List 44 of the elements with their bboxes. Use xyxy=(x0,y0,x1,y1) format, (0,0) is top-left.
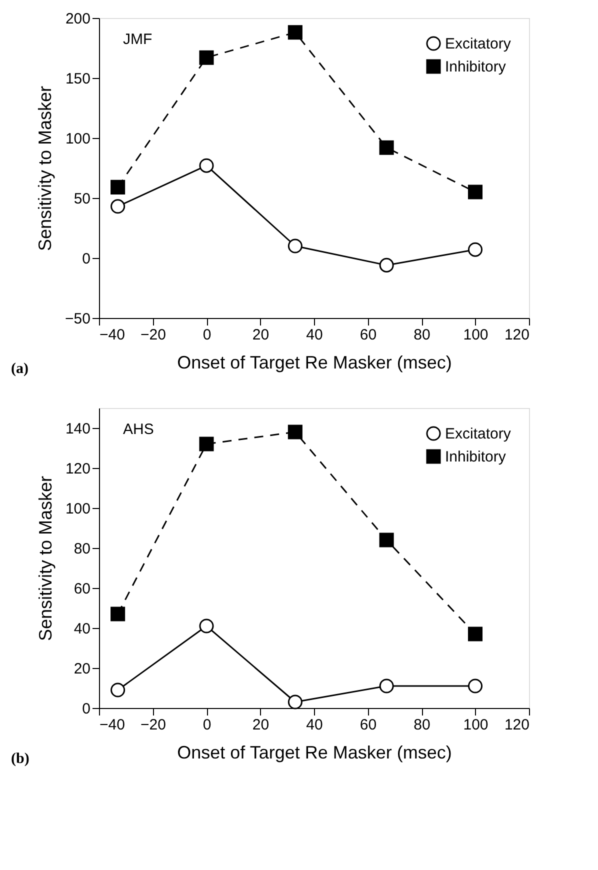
y-tick-label: −50 xyxy=(65,310,90,328)
x-tick-label: −20 xyxy=(140,716,166,734)
x-tick-label: 80 xyxy=(414,326,430,344)
x-tick-label: 20 xyxy=(252,716,270,734)
x-tick-label: 20 xyxy=(252,326,270,344)
text: (b) xyxy=(11,751,30,767)
x-tick-label: 80 xyxy=(414,716,430,734)
x-tick-label: −20 xyxy=(140,326,166,344)
y-tick-label: 100 xyxy=(65,130,90,148)
y-tick-label: 200 xyxy=(65,10,90,28)
x-tick-label: −40 xyxy=(100,716,125,734)
x-tick-label: −40 xyxy=(100,326,125,344)
annotation: JMF xyxy=(123,31,152,48)
y-tick-label: 0 xyxy=(82,700,90,718)
legend-label: Excitatory xyxy=(445,426,512,442)
y-tick-label: 80 xyxy=(74,540,90,558)
x-tick-label: 40 xyxy=(306,716,323,734)
y-tick-label: 60 xyxy=(74,580,90,598)
annotation: AHS xyxy=(123,421,154,438)
x-tick-label: 60 xyxy=(360,716,377,734)
x-tick-label: 0 xyxy=(202,716,212,734)
y-tick-label: 140 xyxy=(65,420,90,438)
y-tick-label: 20 xyxy=(74,660,90,678)
x-axis-title: Onset of Target Re Masker (msec) xyxy=(177,742,452,762)
y-tick-label: 120 xyxy=(65,460,90,478)
y-tick-label: 150 xyxy=(65,70,90,88)
x-tick-label: 100 xyxy=(463,326,488,344)
y-tick-label: 40 xyxy=(74,620,90,638)
legend-label: Excitatory xyxy=(445,36,512,52)
y-tick-label: 50 xyxy=(74,190,90,208)
x-tick-label: 100 xyxy=(463,716,488,734)
x-tick-label: 0 xyxy=(202,326,212,344)
x-axis-title: Onset of Target Re Masker (msec) xyxy=(177,352,452,372)
y-tick-label: 0 xyxy=(82,250,90,268)
x-tick-label: 40 xyxy=(306,326,323,344)
y-axis-title: Sensitivity to Masker xyxy=(35,476,56,642)
x-tick-label: 60 xyxy=(360,326,377,344)
x-tick-label: 120 xyxy=(504,716,530,734)
legend-label: Inhibitory xyxy=(445,58,506,76)
y-tick-label: 100 xyxy=(65,500,90,518)
y-axis-title: Sensitivity to Masker xyxy=(35,86,56,252)
x-tick-label: 120 xyxy=(504,326,530,344)
legend-label: Inhibitory xyxy=(445,448,506,466)
text: (a) xyxy=(11,361,28,377)
